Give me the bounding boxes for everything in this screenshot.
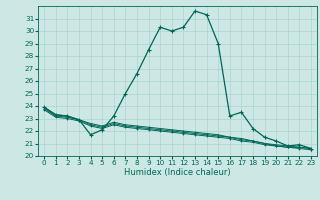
X-axis label: Humidex (Indice chaleur): Humidex (Indice chaleur) [124,168,231,177]
